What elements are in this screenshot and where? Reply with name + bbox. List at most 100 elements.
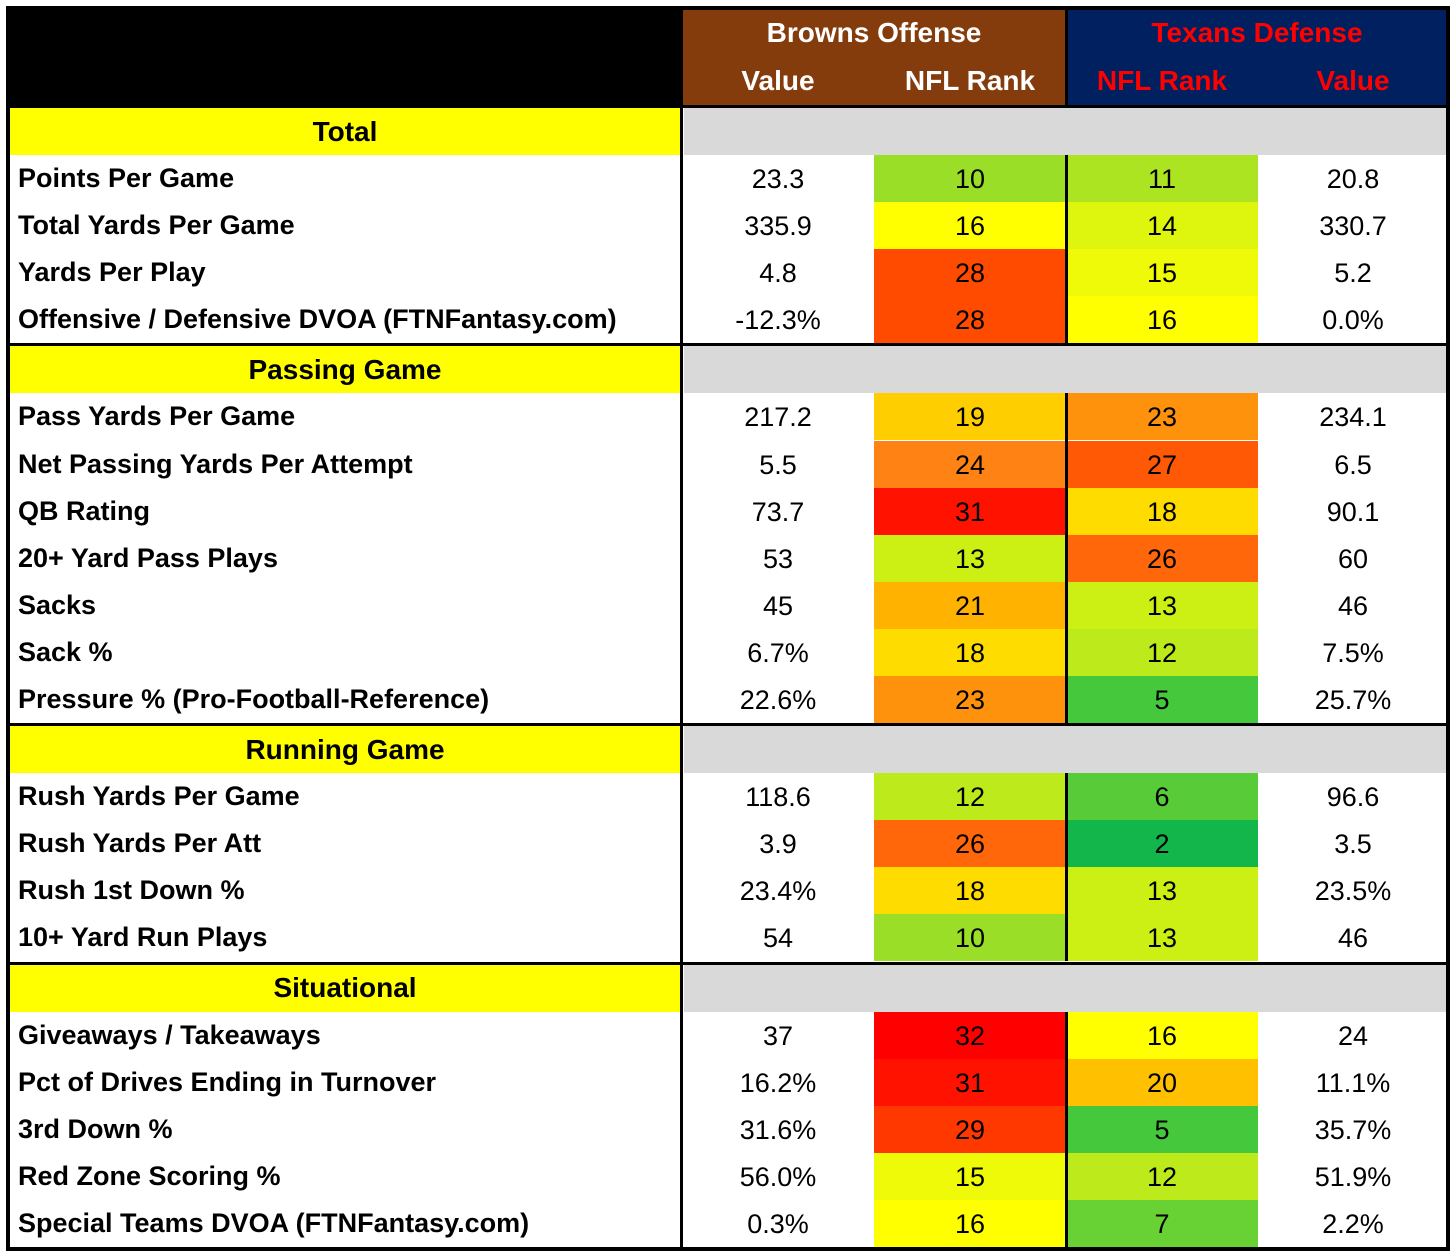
border-bottom [6,1247,1450,1251]
texans-rank: 2 [1066,820,1258,868]
texans-rank: 12 [1066,628,1258,676]
metric-label: Rush Yards Per Game [18,781,300,812]
browns-value: 56.0% [739,1161,817,1192]
texans-value-header: Value [1316,65,1390,96]
metric-label: Pct of Drives Ending in Turnover [18,1066,437,1097]
texans-value: 23.5% [1314,876,1392,907]
browns-rank: 24 [874,440,1066,488]
browns-rank: 28 [874,249,1066,297]
texans-rank: 15 [1066,249,1258,297]
border-left [6,6,10,1251]
browns-rank: 32 [874,1011,1066,1059]
browns-rank: 15 [874,1152,1066,1200]
section-band [684,964,1448,1012]
texans-rank: 7 [1066,1199,1258,1247]
texans-value: 46 [1337,923,1369,954]
metric-label: Points Per Game [18,163,235,194]
browns-value: 23.3 [751,164,805,195]
texans-rank: 26 [1066,534,1258,582]
metric-label: Pass Yards Per Game [18,401,296,432]
section-divider [8,343,1448,347]
texans-rank: 18 [1066,487,1258,535]
browns-value: 73.7 [751,496,805,527]
rank-divider [1065,773,1068,962]
browns-rank: 28 [874,296,1066,344]
browns-value: 3.9 [759,829,797,860]
browns-rank: 16 [874,1199,1066,1247]
header-blank [8,8,682,105]
rank-divider [1065,155,1068,344]
texans-rank: 23 [1066,393,1258,441]
browns-value: 16.2% [739,1067,817,1098]
section-title: Passing Game [10,346,680,394]
texans-value: 0.0% [1322,305,1384,336]
texans-value: 46 [1337,590,1369,621]
texans-rank: 16 [1066,296,1258,344]
browns-rank: 18 [874,628,1066,676]
browns-value: 118.6 [745,782,811,813]
texans-value: 3.5 [1334,829,1372,860]
metric-label: QB Rating [18,495,150,526]
browns-value: 5.5 [759,449,797,480]
browns-rank: 19 [874,393,1066,441]
texans-value: 20.8 [1326,164,1380,195]
border-top [6,6,1450,10]
browns-team-title: Browns Offense [766,17,982,48]
section-divider [8,723,1448,727]
texans-rank: 14 [1066,202,1258,250]
browns-value: 4.8 [759,258,797,289]
texans-rank: 6 [1066,773,1258,821]
metric-label: 20+ Yard Pass Plays [18,542,278,573]
metric-label: Yards Per Play [18,257,206,288]
rank-divider [1065,1011,1068,1247]
rank-divider [1065,393,1068,724]
browns-rank: 29 [874,1105,1066,1153]
texans-rank: 12 [1066,1152,1258,1200]
browns-rank: 12 [874,773,1066,821]
metric-label: 10+ Yard Run Plays [18,922,268,953]
texans-value: 35.7% [1314,1114,1392,1145]
metric-label: Total Yards Per Game [18,210,295,241]
browns-header [682,8,1066,105]
texans-value: 7.5% [1322,637,1384,668]
browns-rank: 26 [874,820,1066,868]
metric-label: Sack % [18,636,113,667]
texans-value: 234.1 [1319,402,1387,433]
texans-value: 96.6 [1326,782,1380,813]
browns-value-header: Value [741,65,815,96]
browns-value: 22.6% [739,685,817,716]
browns-value: 6.7% [747,637,809,668]
texans-rank-header: NFL Rank [1096,65,1228,96]
texans-rank: 13 [1066,581,1258,629]
browns-value: 23.4% [739,876,817,907]
texans-value: 330.7 [1319,211,1387,242]
metric-label: Sacks [18,589,97,620]
browns-rank: 18 [874,867,1066,915]
browns-rank: 13 [874,534,1066,582]
browns-rank: 10 [874,155,1066,203]
texans-rank: 5 [1066,1105,1258,1153]
metric-label: Net Passing Yards Per Attempt [18,448,413,479]
section-band [684,108,1448,155]
texans-rank: 5 [1066,676,1258,724]
texans-value: 90.1 [1326,496,1380,527]
texans-rank: 16 [1066,1011,1258,1059]
browns-value: 45 [762,590,794,621]
texans-rank: 27 [1066,440,1258,488]
metric-label: Rush 1st Down % [18,875,245,906]
browns-rank: 31 [874,1058,1066,1106]
texans-value: 2.2% [1322,1208,1384,1239]
browns-rank: 16 [874,202,1066,250]
header-divider [8,105,1448,108]
texans-value: 51.9% [1314,1161,1392,1192]
browns-rank: 21 [874,581,1066,629]
section-band [684,346,1448,394]
texans-value: 5.2 [1334,258,1372,289]
metric-label: Giveaways / Takeaways [18,1019,321,1050]
texans-value: 24 [1337,1020,1369,1051]
texans-rank: 20 [1066,1058,1258,1106]
border-right [1446,6,1450,1251]
metric-label: Special Teams DVOA (FTNFantasy.com) [18,1207,530,1238]
browns-value: 0.3% [747,1208,809,1239]
section-title: Situational [10,964,680,1012]
